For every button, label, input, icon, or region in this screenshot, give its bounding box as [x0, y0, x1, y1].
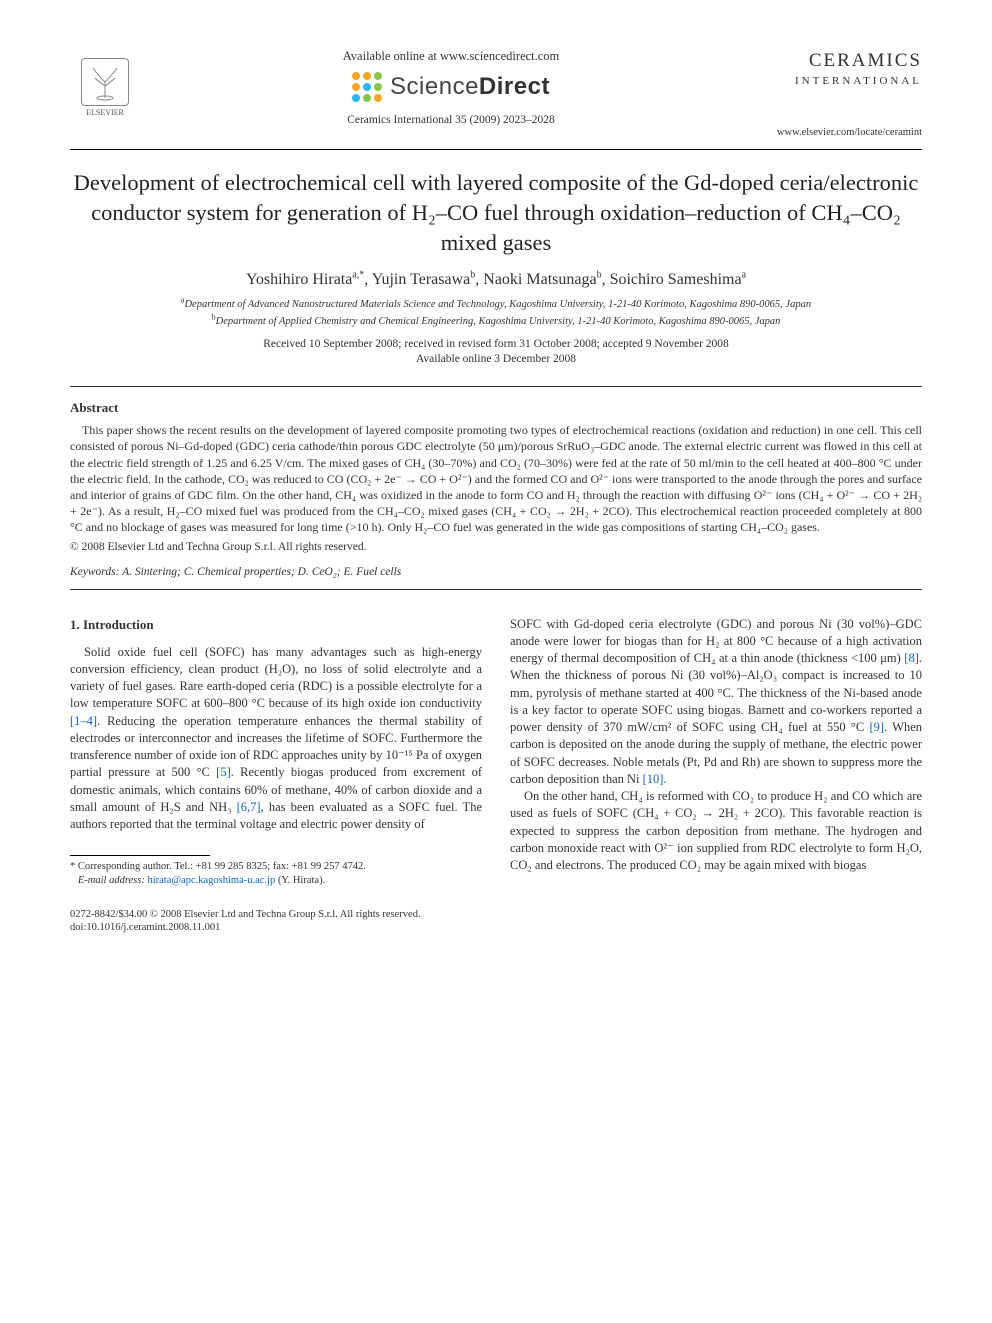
affiliation: aDepartment of Advanced Nanostructured M…: [70, 298, 922, 312]
abstract-paragraph: This paper shows the recent results on t…: [70, 422, 922, 535]
journal-subtitle: INTERNATIONAL: [762, 74, 922, 89]
intro-paragraph-2: On the other hand, CH₄ is reformed with …: [510, 788, 922, 874]
abstract-heading: Abstract: [70, 399, 922, 417]
journal-title: CERAMICS: [762, 48, 922, 74]
author-list: Yoshihiro Hirataa,*, Yujin Terasawab, Na…: [70, 269, 922, 291]
citation-8[interactable]: [8]: [904, 651, 919, 665]
doi-line: doi:10.1016/j.ceramint.2008.11.001: [70, 921, 922, 935]
sciencedirect-name: ScienceDirect: [390, 71, 550, 103]
elsevier-logo: ELSEVIER: [70, 48, 140, 128]
affiliation: bDepartment of Applied Chemistry and Che…: [70, 315, 922, 329]
article-dates: Received 10 September 2008; received in …: [70, 337, 922, 368]
footnote-email-who: (Y. Hirata).: [278, 875, 325, 886]
keywords-text: A. Sintering; C. Chemical properties; D.…: [122, 566, 401, 578]
author: Yoshihiro Hirataa,*: [246, 271, 364, 288]
section-1-heading: 1. Introduction: [70, 616, 482, 634]
abstract-block: Abstract This paper shows the recent res…: [70, 399, 922, 581]
dates-online: Available online 3 December 2008: [70, 352, 922, 368]
citation-9[interactable]: [9]: [869, 720, 884, 734]
journal-logo: CERAMICS INTERNATIONAL www.elsevier.com/…: [762, 48, 922, 141]
footnote-email-label: E-mail address:: [78, 875, 145, 886]
body-columns: 1. Introduction Solid oxide fuel cell (S…: [70, 616, 922, 888]
keywords-line: Keywords: A. Sintering; C. Chemical prop…: [70, 565, 922, 581]
page-footer: 0272-8842/$34.00 © 2008 Elsevier Ltd and…: [70, 908, 922, 935]
journal-url: www.elsevier.com/locate/ceramint: [762, 126, 922, 140]
sciencedirect-logo: ScienceDirect: [150, 71, 752, 103]
author: Soichiro Sameshimaa: [610, 271, 746, 288]
corresponding-author-footnote: * Corresponding author. Tel.: +81 99 285…: [70, 860, 482, 887]
column-right: SOFC with Gd-doped ceria electrolyte (GD…: [510, 616, 922, 888]
keywords-label: Keywords:: [70, 566, 119, 578]
header-center: Available online at www.sciencedirect.co…: [140, 48, 762, 129]
copyright-line: © 2008 Elsevier Ltd and Techna Group S.r…: [70, 540, 922, 556]
citation-1-4[interactable]: [1–4]: [70, 714, 97, 728]
citation-6-7[interactable]: [6,7]: [237, 800, 261, 814]
intro-paragraph-1-cont: SOFC with Gd-doped ceria electrolyte (GD…: [510, 616, 922, 789]
elsevier-tree-icon: [81, 58, 129, 106]
available-online-text: Available online at www.sciencedirect.co…: [150, 48, 752, 65]
author: Yujin Terasawab: [372, 271, 476, 288]
citation-10[interactable]: [10]: [643, 772, 664, 786]
author: Naoki Matsunagab: [483, 271, 601, 288]
footnote-contact: * Corresponding author. Tel.: +81 99 285…: [70, 860, 482, 874]
header-rule: [70, 149, 922, 150]
column-left: 1. Introduction Solid oxide fuel cell (S…: [70, 616, 482, 888]
footnote-separator: [70, 855, 210, 856]
affiliation-list: aDepartment of Advanced Nanostructured M…: [70, 298, 922, 328]
journal-header: ELSEVIER Available online at www.science…: [70, 48, 922, 141]
article-title: Development of electrochemical cell with…: [70, 168, 922, 259]
citation-5[interactable]: [5]: [216, 765, 231, 779]
dates-received: Received 10 September 2008; received in …: [70, 337, 922, 353]
issn-copyright: 0272-8842/$34.00 © 2008 Elsevier Ltd and…: [70, 908, 922, 922]
abstract-text: This paper shows the recent results on t…: [70, 422, 922, 535]
journal-reference: Ceramics International 35 (2009) 2023–20…: [150, 113, 752, 129]
sciencedirect-dots-icon: [352, 72, 382, 102]
footnote-email-line: E-mail address: hirata@apc.kagoshima-u.a…: [70, 874, 482, 888]
intro-paragraph-1: Solid oxide fuel cell (SOFC) has many ad…: [70, 644, 482, 834]
abstract-rule-top: [70, 386, 922, 387]
footnote-email-link[interactable]: hirata@apc.kagoshima-u.ac.jp: [147, 875, 275, 886]
abstract-rule-bottom: [70, 589, 922, 590]
elsevier-label: ELSEVIER: [86, 108, 124, 119]
